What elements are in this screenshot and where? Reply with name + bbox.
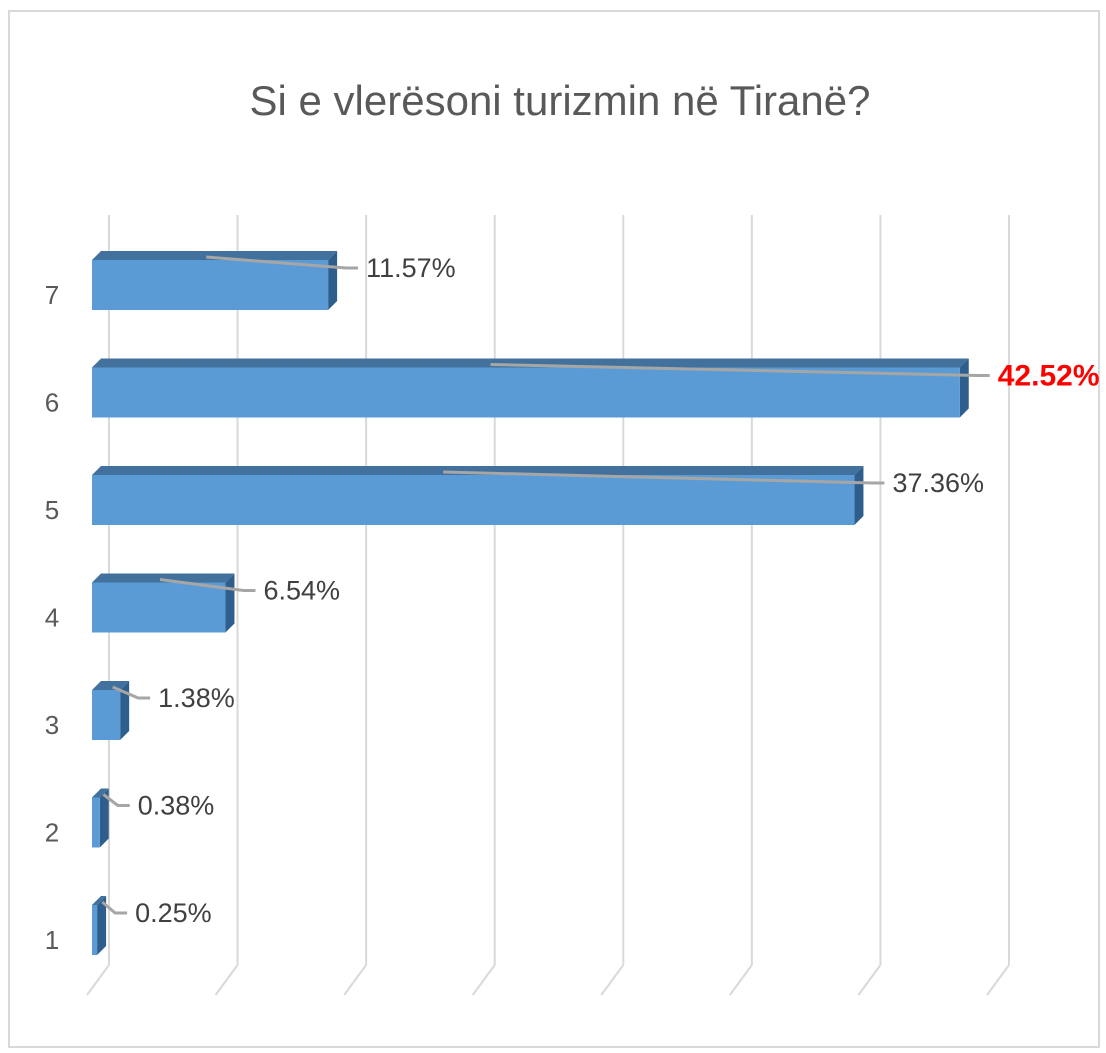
bar-top	[92, 788, 109, 798]
bar-side	[99, 788, 109, 848]
y-tick-label: 3	[45, 710, 59, 740]
grid-floor-line	[471, 964, 496, 996]
y-tick-label: 1	[45, 925, 59, 955]
bar	[92, 367, 960, 418]
bar	[92, 905, 98, 955]
y-tick-label: 5	[45, 495, 59, 525]
value-label: 1.38%	[158, 683, 235, 713]
bar	[92, 260, 329, 310]
leader-line	[443, 470, 885, 485]
chart-title: Si e vlerësoni turizmin në Tiranë?	[250, 77, 871, 124]
leader-line	[206, 255, 359, 270]
bar-side	[328, 251, 338, 310]
chart-frame	[8, 10, 1100, 1048]
bar	[92, 797, 100, 848]
value-label: 0.25%	[135, 898, 212, 928]
bar	[92, 582, 226, 633]
bar-side	[959, 358, 969, 418]
bar	[92, 475, 855, 525]
leader-line	[102, 793, 130, 807]
grid-floor-line	[729, 964, 753, 996]
bar-top	[92, 681, 130, 690]
leader-line	[490, 363, 990, 377]
value-label: 0.38%	[138, 791, 215, 821]
grid-floor-line	[600, 964, 625, 996]
grid-floor-line	[343, 964, 367, 996]
bar-top	[92, 896, 107, 905]
leader-line	[159, 578, 256, 592]
grid-floor-line	[986, 964, 1010, 996]
y-tick-label: 2	[45, 817, 59, 847]
leader-line	[101, 900, 128, 915]
bar-top	[92, 466, 864, 475]
bar-side	[225, 573, 235, 633]
value-label: 6.54%	[263, 576, 340, 606]
leader-line	[112, 685, 151, 700]
bar-side	[854, 466, 864, 525]
bar-side	[120, 681, 130, 740]
value-label: 11.57%	[366, 253, 456, 283]
y-tick-label: 4	[45, 602, 59, 632]
bar-top	[92, 573, 235, 583]
value-label: 37.36%	[892, 468, 984, 498]
grid-floor-line	[86, 964, 110, 996]
bar-top	[92, 251, 338, 260]
value-label: 42.52%	[998, 359, 1100, 392]
bar	[92, 690, 121, 740]
bar-top	[92, 358, 969, 368]
grid-floor-line	[214, 964, 239, 996]
grid-floor-line	[857, 964, 882, 996]
y-tick-label: 7	[45, 280, 59, 310]
y-tick-label: 6	[45, 387, 59, 417]
bar-side	[97, 896, 107, 955]
